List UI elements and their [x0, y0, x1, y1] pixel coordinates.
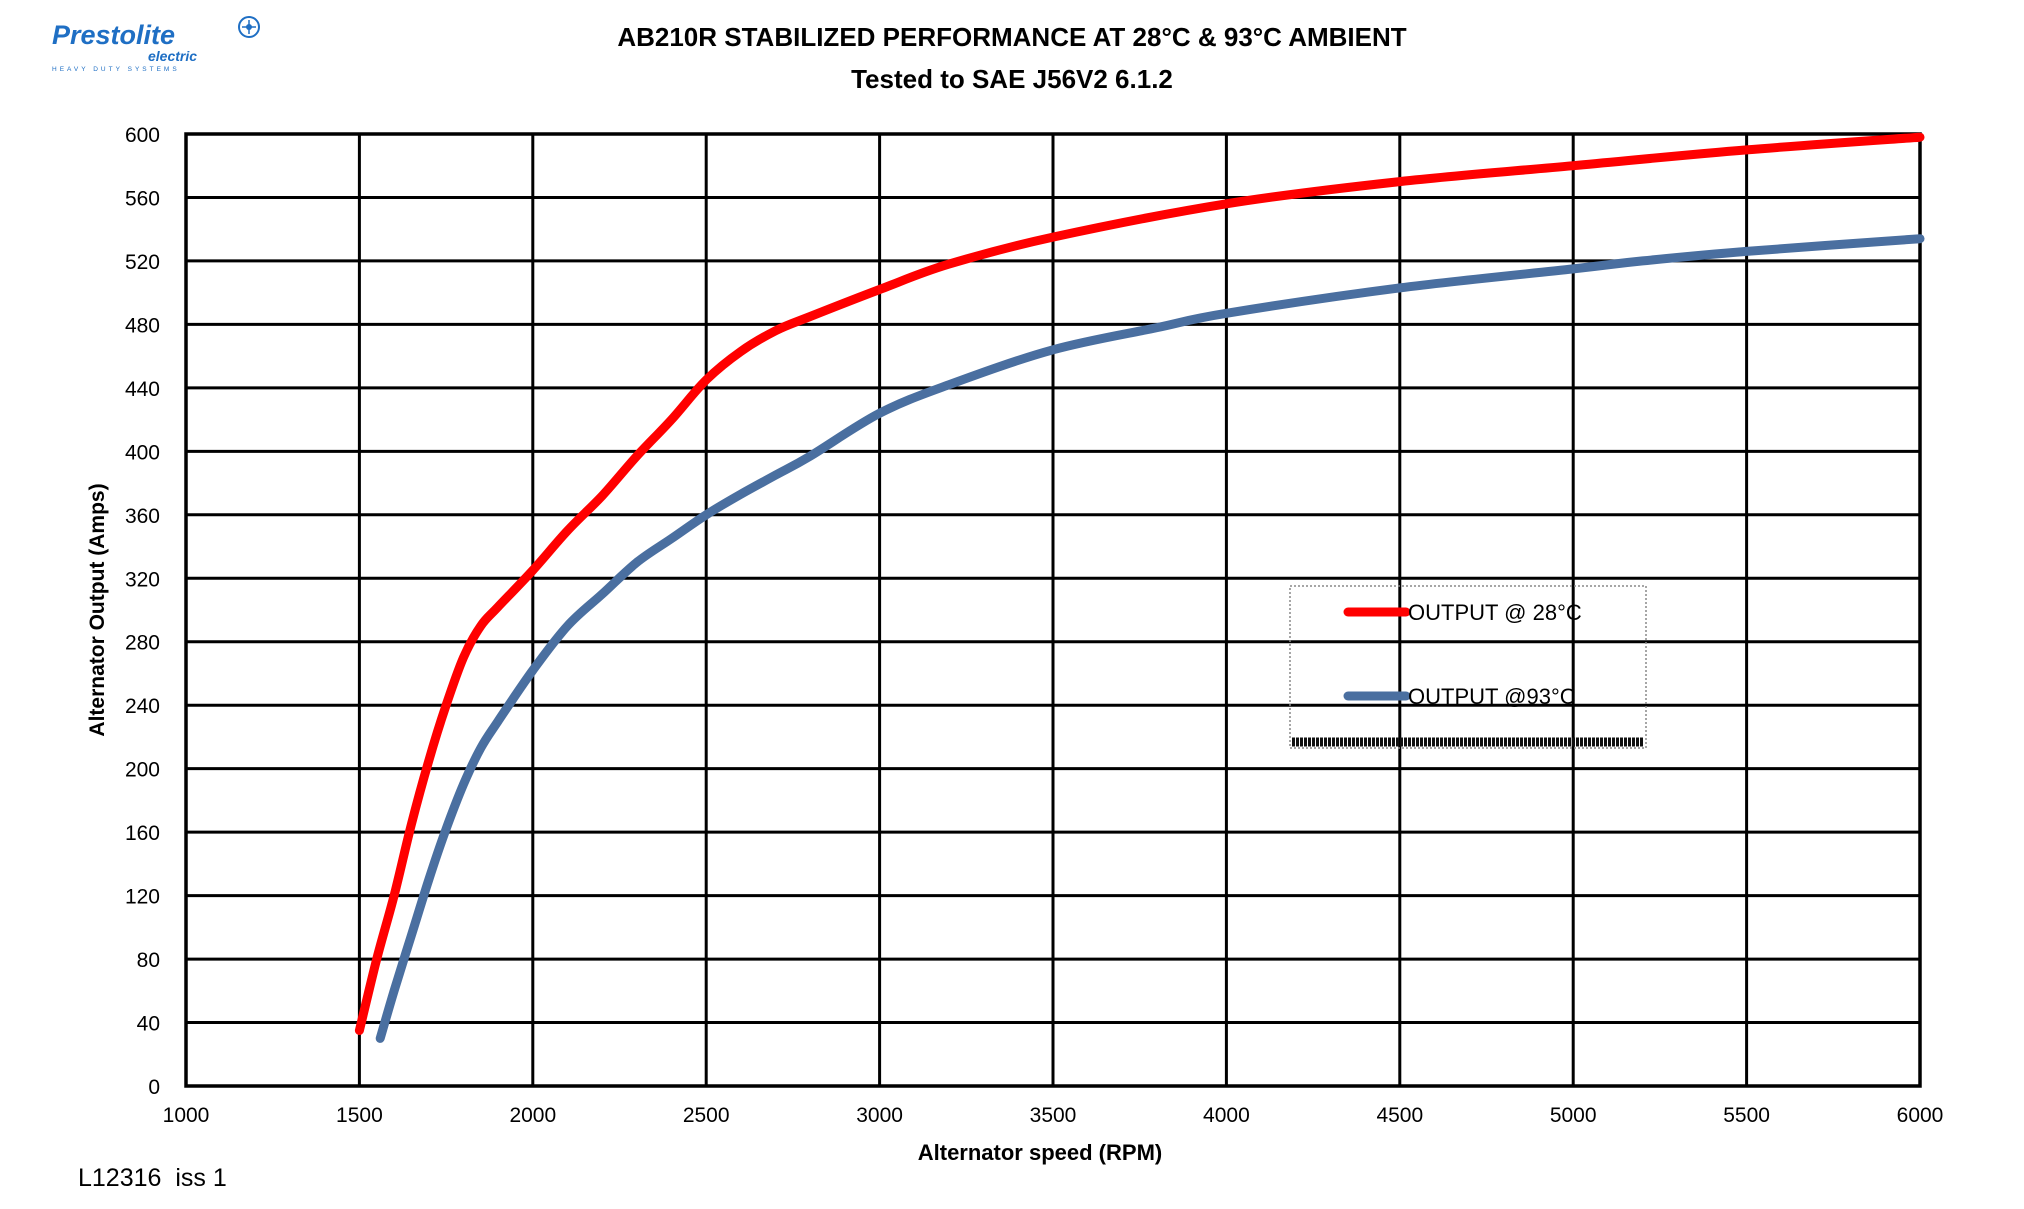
- x-tick-label: 4000: [1203, 1104, 1250, 1127]
- x-tick-label: 3000: [856, 1104, 903, 1127]
- y-tick-label: 440: [125, 378, 160, 401]
- legend-label: OUTPUT @93°C: [1408, 684, 1576, 709]
- logo-mark-icon: [238, 16, 260, 38]
- x-tick-label: 4500: [1376, 1104, 1423, 1127]
- y-tick-label: 600: [125, 124, 160, 147]
- y-tick-label: 120: [125, 886, 160, 909]
- legend: OUTPUT @ 28°C OUTPUT @93°C: [1289, 585, 1647, 749]
- logo-sub-text: electric: [148, 48, 198, 64]
- x-tick-label: 2500: [683, 1104, 730, 1127]
- x-tick-label: 6000: [1897, 1104, 1944, 1127]
- document-reference: L12316 iss 1: [78, 1164, 227, 1192]
- y-tick-label: 320: [125, 568, 160, 591]
- x-tick-label: 1500: [336, 1104, 383, 1127]
- x-tick-label: 5000: [1550, 1104, 1597, 1127]
- axis-labels: 0 40 80 120 160 200 240 280 320 360 400 440 480 520 56…: [86, 124, 1943, 1165]
- x-tick-label: 2000: [509, 1104, 556, 1127]
- y-tick-label: 400: [125, 441, 160, 464]
- y-tick-label: 240: [125, 695, 160, 718]
- chart-subtitle: Tested to SAE J56V2 6.1.2: [851, 64, 1173, 94]
- grid-lines: [184, 132, 1922, 1088]
- x-tick-label: 1000: [163, 1104, 210, 1127]
- y-tick-label: 160: [125, 822, 160, 845]
- y-tick-label: 0: [148, 1076, 160, 1099]
- y-tick-label: 480: [125, 314, 160, 337]
- chart-title: AB210R STABILIZED PERFORMANCE AT 28°C & …: [617, 22, 1407, 52]
- legend-box: [1289, 585, 1647, 749]
- series-line-93c: [375, 234, 1925, 1043]
- y-tick-label: 560: [125, 187, 160, 210]
- y-axis-label: Alternator Output (Amps): [86, 483, 109, 736]
- series-lines: [354, 132, 1925, 1043]
- y-tick-label: 280: [125, 632, 160, 655]
- logo-tagline: HEAVY DUTY SYSTEMS: [52, 66, 180, 73]
- series-line-28c: [354, 132, 1925, 1035]
- x-axis-label: Alternator speed (RPM): [918, 1140, 1162, 1165]
- prestolite-logo: Prestolite electric HEAVY DUTY SYSTEMS: [48, 8, 260, 73]
- x-tick-label: 3500: [1030, 1104, 1077, 1127]
- y-tick-label: 80: [137, 949, 160, 972]
- y-tick-label: 200: [125, 759, 160, 782]
- logo-brand-text: Prestolite: [52, 20, 176, 50]
- y-tick-label: 520: [125, 251, 160, 274]
- y-tick-label: 40: [137, 1013, 160, 1036]
- x-tick-label: 5500: [1723, 1104, 1770, 1127]
- y-tick-label: 360: [125, 505, 160, 528]
- legend-label: OUTPUT @ 28°C: [1408, 600, 1582, 625]
